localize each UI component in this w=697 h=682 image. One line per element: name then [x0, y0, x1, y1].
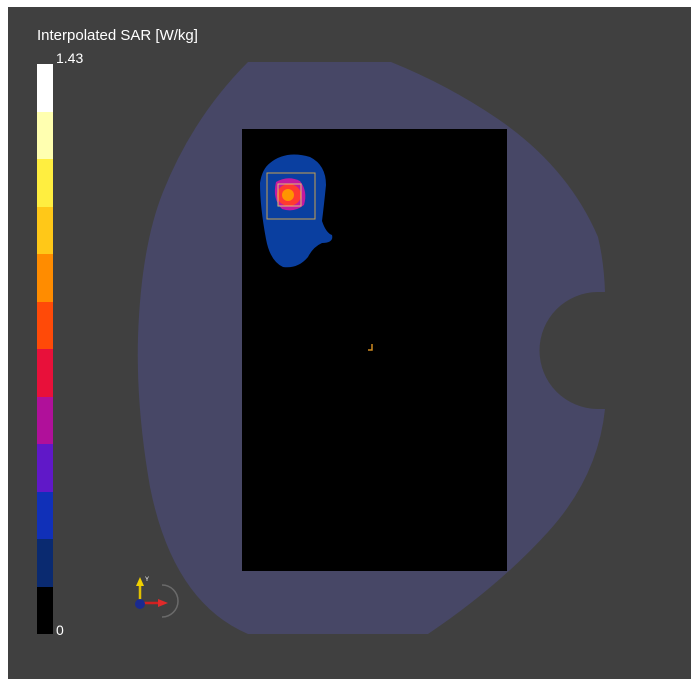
legend-swatch-1 [37, 111, 53, 159]
feed-point-marker [368, 344, 373, 351]
legend-min-label: 0 [56, 622, 64, 638]
z-axis-sphere-icon [135, 599, 145, 609]
legend-swatch-11 [37, 586, 53, 634]
legend-title: Interpolated SAR [W/kg] [37, 27, 198, 44]
sar-hotspot-peak [282, 189, 294, 201]
rotation-arc-icon [161, 584, 179, 618]
legend-swatch-8 [37, 444, 53, 492]
legend-swatch-6 [37, 349, 53, 397]
legend-swatch-0 [37, 64, 53, 112]
legend-max-label: 1.43 [56, 50, 84, 66]
legend-swatch-9 [37, 491, 53, 539]
zoom-scan-outer-box [266, 172, 316, 220]
y-axis-arrowhead-icon [136, 577, 144, 586]
y-axis-letter-icon: Y [145, 577, 149, 583]
legend-swatch-5 [37, 301, 53, 349]
legend-color-bar [37, 64, 53, 634]
zoom-scan-inner-box [277, 183, 302, 207]
orientation-axes-triad[interactable]: Y [126, 573, 186, 621]
legend-swatch-4 [37, 254, 53, 302]
legend-swatch-3 [37, 206, 53, 254]
sar-scene [137, 62, 605, 634]
legend-swatch-7 [37, 396, 53, 444]
x-axis-arrowhead-icon [158, 599, 168, 607]
legend-swatch-2 [37, 159, 53, 207]
3d-viewport[interactable]: Interpolated SAR [W/kg] 1.43 0 Y [8, 7, 691, 679]
legend-swatch-10 [37, 539, 53, 587]
